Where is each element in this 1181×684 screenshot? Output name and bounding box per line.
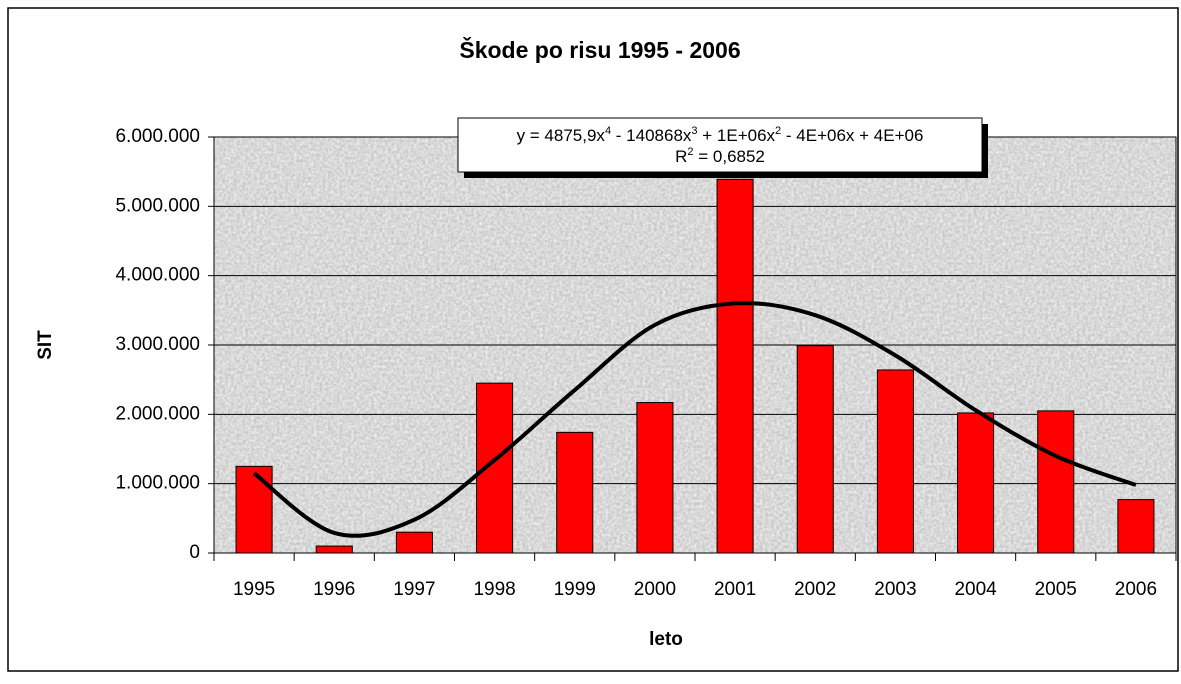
bar xyxy=(957,412,995,554)
annotation-part: 2 xyxy=(687,146,693,158)
x-axis-title: leto xyxy=(649,629,683,650)
bar xyxy=(636,402,674,554)
annotation-part: 4 xyxy=(605,125,611,137)
x-tick-label: 2006 xyxy=(1115,579,1157,600)
bar xyxy=(395,531,433,554)
annotation-text: y = 4875,9x4 - 140868x3 + 1E+06x2 - 4E+0… xyxy=(517,125,924,146)
bar xyxy=(716,178,754,554)
annotation-part: 3 xyxy=(691,125,697,137)
bar xyxy=(796,345,834,554)
annotation-part: R xyxy=(675,147,687,166)
x-tick-label: 1996 xyxy=(313,579,355,600)
bar xyxy=(315,545,353,554)
annotation-part: - 140868x xyxy=(611,126,692,145)
x-tick-label: 2002 xyxy=(794,579,836,600)
y-tick-label: 6.000.000 xyxy=(115,126,200,147)
y-tick-label: 3.000.000 xyxy=(115,334,200,355)
y-tick-label: 4.000.000 xyxy=(115,265,200,286)
x-tick-label: 2004 xyxy=(954,579,997,600)
annotation-part: y = 4875,9x xyxy=(517,126,606,145)
x-tick-label: 2003 xyxy=(874,579,916,600)
y-tick-label: 5.000.000 xyxy=(115,195,200,216)
x-tick-label: 2005 xyxy=(1035,579,1077,600)
y-tick-label: 1.000.000 xyxy=(115,473,200,494)
bar xyxy=(235,465,273,554)
annotation-part: 2 xyxy=(775,125,781,137)
x-tick-label: 1997 xyxy=(393,579,435,600)
bar xyxy=(1037,410,1075,554)
x-tick-label: 1998 xyxy=(473,579,515,600)
annotation-text: R2 = 0,6852 xyxy=(675,146,765,167)
trendline xyxy=(252,301,1137,538)
x-tick-label: 1999 xyxy=(554,579,596,600)
x-tick-label: 1995 xyxy=(233,579,275,600)
x-tick-label: 2001 xyxy=(714,579,756,600)
annotation-part: - 4E+06x + 4E+06 xyxy=(781,126,923,145)
bar xyxy=(1117,499,1155,554)
annotation-part: = 0,6852 xyxy=(694,147,765,166)
bar xyxy=(876,369,914,554)
annotation-part: + 1E+06x xyxy=(698,126,776,145)
bar xyxy=(556,431,594,554)
chart-title: Škode po risu 1995 - 2006 xyxy=(459,36,740,63)
y-tick-label: 0 xyxy=(189,542,200,563)
y-axis-title: SIT xyxy=(35,330,56,360)
annotation-box xyxy=(457,117,983,173)
y-tick-label: 2.000.000 xyxy=(115,403,200,424)
x-tick-label: 2000 xyxy=(634,579,676,600)
